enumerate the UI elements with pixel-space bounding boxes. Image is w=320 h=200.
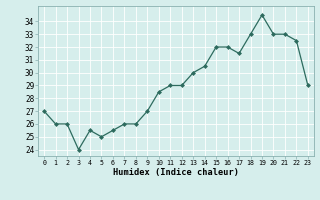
X-axis label: Humidex (Indice chaleur): Humidex (Indice chaleur) <box>113 168 239 177</box>
